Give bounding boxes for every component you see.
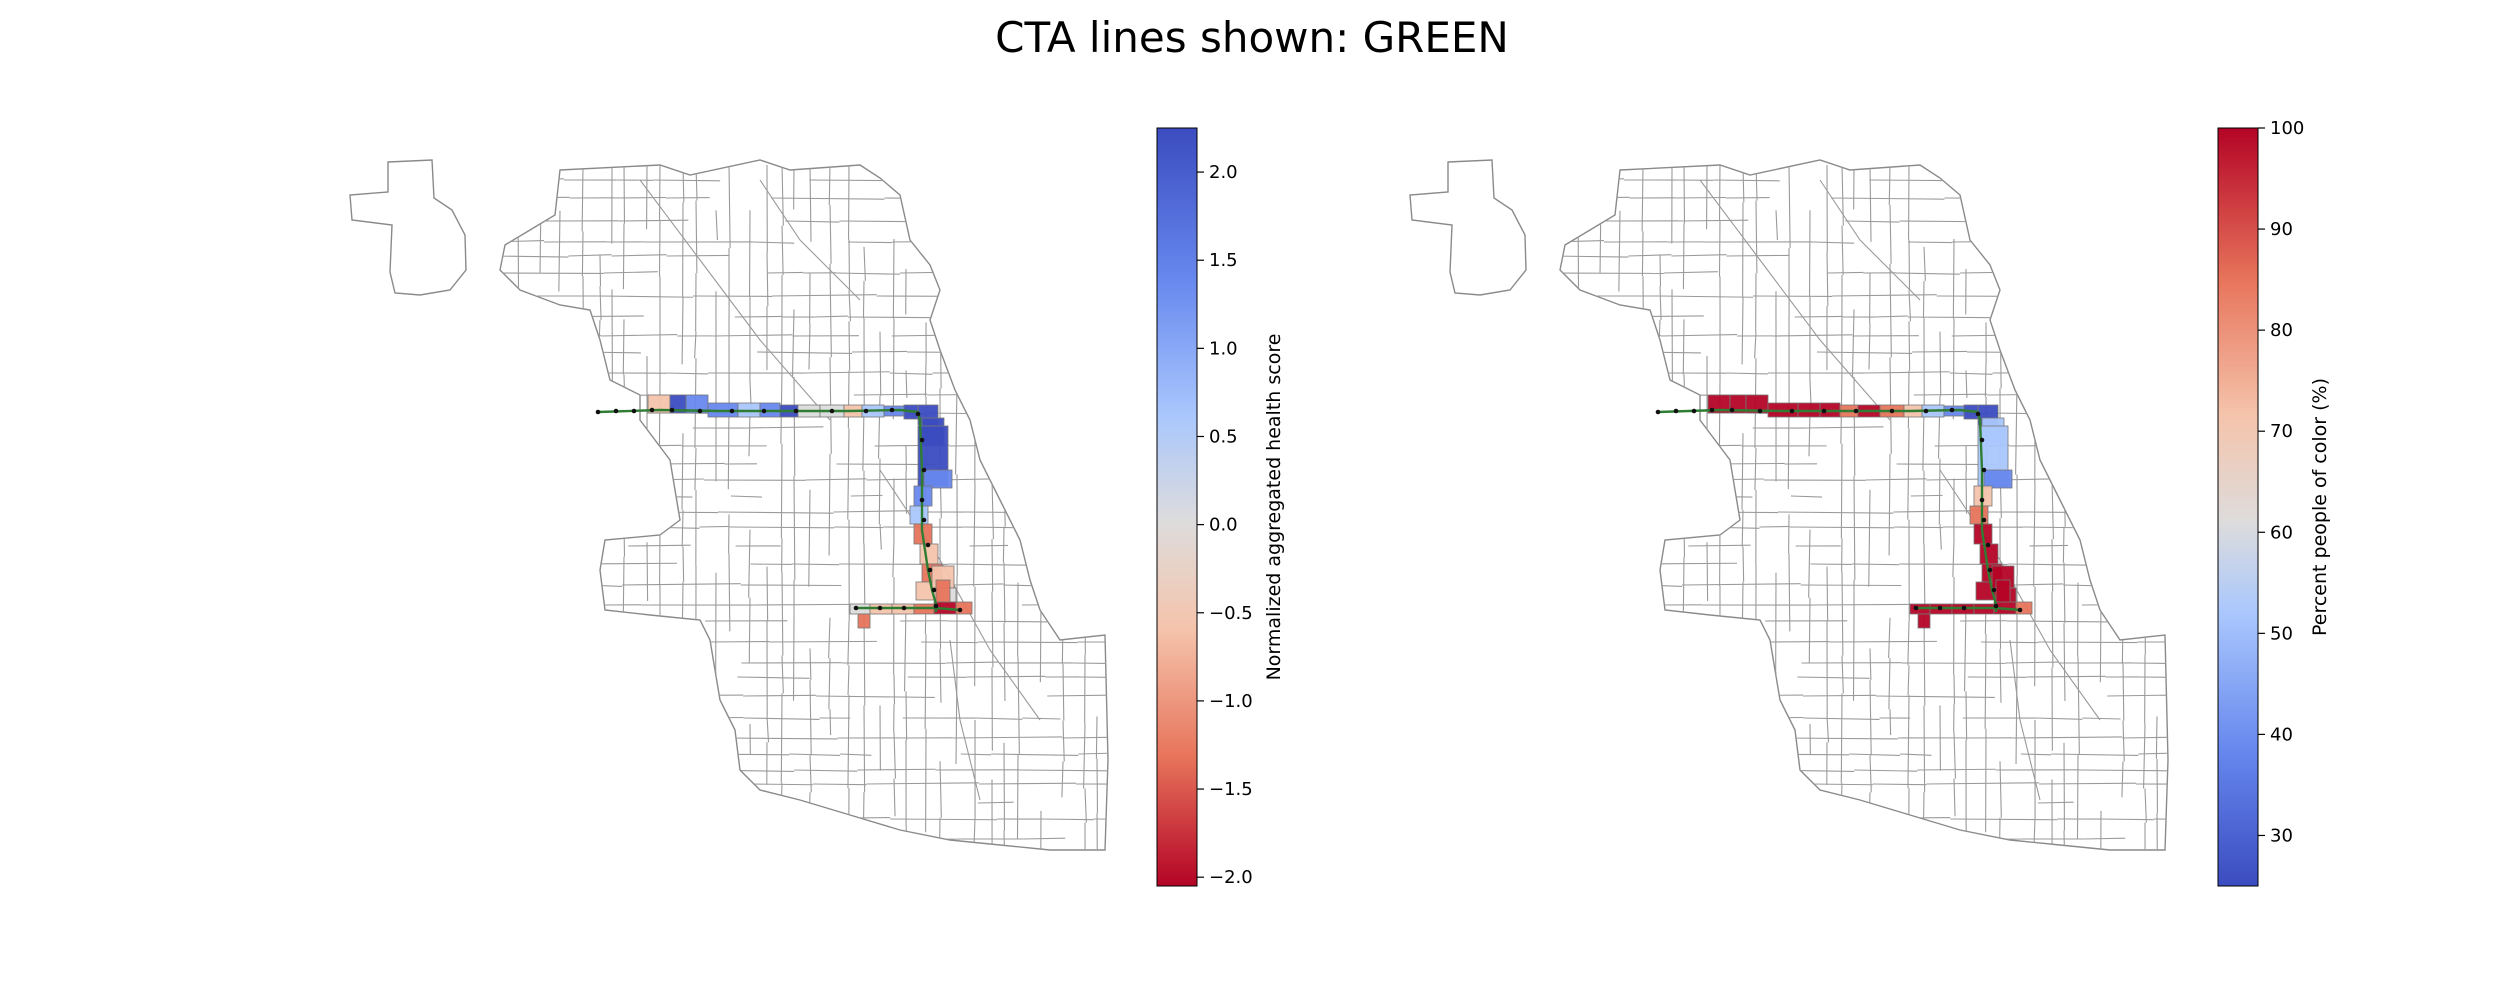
colorbar-tick-label: 90 (2270, 219, 2293, 240)
cta-green-line (595, 407, 963, 613)
colorbar-tick-label: 30 (2270, 825, 2293, 846)
colorbar-tick-label: 1.5 (1209, 250, 1238, 271)
colorbar-tick-label: −2.0 (1209, 867, 1253, 888)
colorbar-tick-label: 100 (2270, 118, 2304, 139)
colorbar-health-ticks: −2.0 −1.5 −1.0 −0.5 0.0 0.5 1.0 1.5 2.0 (1197, 162, 1253, 888)
colorbar-tick-label: 0.0 (1209, 515, 1238, 536)
colorbar-health: −2.0 −1.5 −1.0 −0.5 0.0 0.5 1.0 1.5 2.0 Normaliz… (1156, 127, 1285, 888)
figure-title: CTA lines shown: GREEN (995, 13, 1509, 62)
colorbar-tick-label: 80 (2270, 320, 2293, 341)
colorbar-tick-label: 2.0 (1209, 162, 1238, 183)
colorbar-tick-label: 60 (2270, 522, 2293, 543)
colorbar-poc-gradient (2217, 127, 2259, 887)
map-panel-poc (1409, 159, 2169, 851)
colorbar-health-gradient (1156, 127, 1198, 887)
colorbar-tick-label: 50 (2270, 623, 2293, 644)
ohare-area (1409, 159, 1527, 296)
colorbar-poc-ticks: 30 40 50 60 70 80 90 100 (2258, 118, 2304, 846)
colorbar-tick-label: 0.5 (1209, 426, 1238, 447)
colorbar-tick-label: −1.0 (1209, 691, 1253, 712)
colorbar-tick-label: −0.5 (1209, 603, 1253, 624)
colorbar-tick-label: 1.0 (1209, 338, 1238, 359)
colorbar-poc-label: Percent people of color (%) (2309, 378, 2331, 636)
colorbar-health-label: Normalized aggregated health score (1263, 334, 1285, 681)
colored-tracts (1707, 394, 2033, 629)
colorbar-poc: 30 40 50 60 70 80 90 100 Percent people of colo… (2217, 118, 2331, 887)
city-boundary (499, 159, 1109, 851)
cta-green-line (1655, 407, 2023, 613)
colorbar-tick-label: −1.5 (1209, 779, 1253, 800)
colorbar-tick-label: 70 (2270, 421, 2293, 442)
city-boundary (1559, 159, 2169, 851)
colorbar-tick-label: 40 (2270, 724, 2293, 745)
ohare-area (349, 159, 467, 296)
map-panel-health (349, 159, 1109, 851)
